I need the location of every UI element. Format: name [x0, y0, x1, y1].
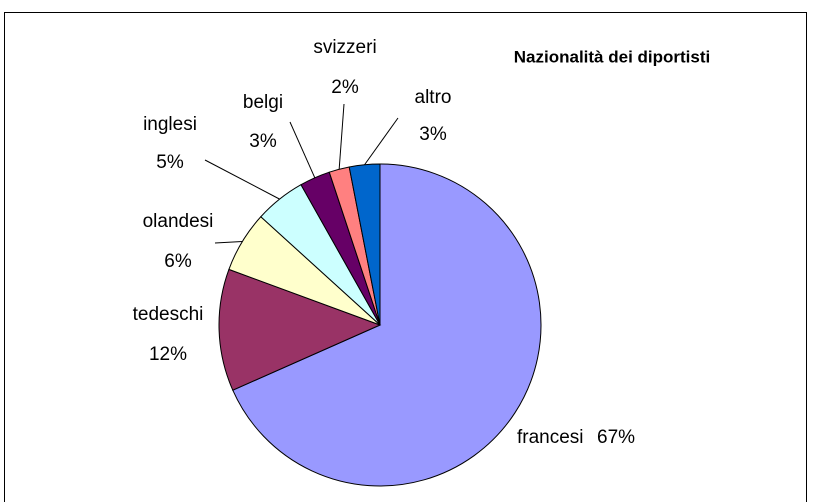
leader-line — [338, 103, 345, 170]
value-label: 67% — [597, 427, 635, 448]
slice-label: tedeschi — [133, 304, 204, 325]
leader-line — [364, 117, 399, 166]
slice-label: francesi — [517, 427, 584, 448]
value-label: 6% — [164, 251, 192, 272]
value-label: 3% — [249, 131, 277, 152]
slice-label: altro — [415, 87, 452, 108]
value-label: 5% — [156, 152, 184, 173]
pie-slice — [232, 163, 542, 487]
slice-label: svizzeri — [313, 37, 376, 58]
leader-line — [289, 121, 316, 178]
value-label: 3% — [419, 124, 447, 145]
slice-label: olandesi — [143, 211, 214, 232]
leader-line — [204, 159, 280, 200]
chart-title: Nazionalità dei diportisti — [514, 47, 710, 66]
pie-slice — [218, 268, 382, 391]
slice-label: inglesi — [143, 114, 197, 135]
slice-label: belgi — [243, 92, 283, 113]
value-label: 2% — [331, 77, 359, 98]
value-label: 12% — [149, 344, 187, 365]
pie-slice — [348, 163, 381, 326]
leader-line — [214, 241, 243, 244]
